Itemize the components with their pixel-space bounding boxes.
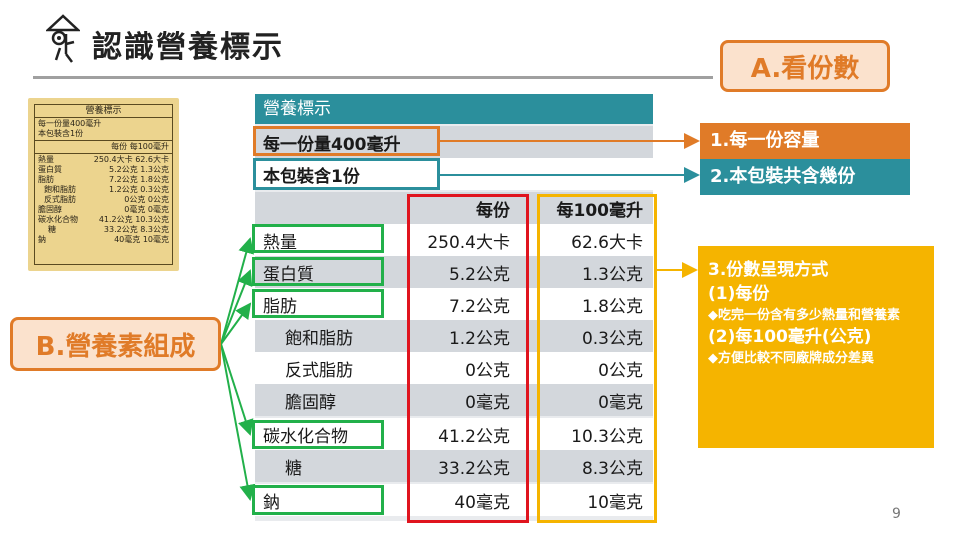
servings-outline xyxy=(253,158,440,190)
page-number: 9 xyxy=(892,506,901,522)
callout3-note2: ◆方便比較不同廠牌成分差異 xyxy=(708,351,874,366)
callout3-title: 3.份數呈現方式 xyxy=(708,260,829,280)
table-row: 鈉 40毫克 10毫克 xyxy=(255,484,653,516)
callout3-note1: ◆吃完一份含有多少熱量和營養素 xyxy=(708,308,900,323)
table-row: 糖 33.2公克 8.3公克 xyxy=(255,450,653,482)
table-row: 脂肪 7.2公克 1.8公克 xyxy=(255,288,653,320)
col-per-serving: 每份 xyxy=(476,201,510,221)
serving-size-outline xyxy=(253,126,440,156)
section-a-label: A.看份數 xyxy=(720,40,890,92)
table-row: 碳水化合物 41.2公克 10.3公克 xyxy=(255,418,653,450)
photo-row: 反式脂肪 0公克 0公克 xyxy=(44,195,169,204)
callout-display-method: 3.份數呈現方式 (1)每份 ◆吃完一份含有多少熱量和營養素 (2)每100毫升… xyxy=(698,246,934,448)
photo-row: 飽和脂肪 1.2公克 0.3公克 xyxy=(44,185,169,194)
photo-row: 膽固醇 0毫克 0毫克 xyxy=(38,205,169,214)
column-header-row: 每份 每100毫升 xyxy=(255,192,653,224)
mascot-logo-icon xyxy=(46,14,80,63)
photo-row: 蛋白質 5.2公克 1.3公克 xyxy=(38,165,169,174)
per-serving-outline xyxy=(407,194,529,523)
photo-row: 熱量 250.4大卡 62.6大卡 xyxy=(38,155,169,164)
photo-row: 脂肪 7.2公克 1.8公克 xyxy=(38,175,169,184)
nutrient-outline xyxy=(252,420,384,449)
servings-per-pack: 本包裝含1份 xyxy=(263,167,360,187)
photo-col-header: 每100毫升 xyxy=(129,142,169,151)
photo-col-header: 每份 xyxy=(111,142,128,151)
table-row: 飽和脂肪 1.2公克 0.3公克 xyxy=(255,320,653,352)
nutrient-outline xyxy=(252,257,384,286)
table-row: 膽固醇 0毫克 0毫克 xyxy=(255,384,653,416)
serving-size: 每一份量400毫升 xyxy=(263,135,401,155)
page-title: 認識營養標示 xyxy=(92,30,284,65)
title-divider xyxy=(33,76,713,79)
callout3-sub1: (1)每份 xyxy=(708,284,770,304)
photo-line: 每一份量400毫升 xyxy=(38,119,102,128)
product-label-photo: 營養標示 每一份量400毫升 本包裝含1份 每份 每100毫升 熱量 250.4大… xyxy=(28,98,179,271)
section-b-label: B.營養素組成 xyxy=(10,317,221,371)
table-row: 蛋白質 5.2公克 1.3公克 xyxy=(255,256,653,288)
nutrient-outline xyxy=(252,289,384,318)
photo-row: 鈉 40毫克 10毫克 xyxy=(38,235,169,244)
callout-servings-count: 2.本包裝共含幾份 xyxy=(700,159,910,195)
callout3-sub2: (2)每100毫升(公克) xyxy=(708,327,872,347)
per-100-outline xyxy=(537,194,657,523)
photo-title: 營養標示 xyxy=(35,105,172,118)
photo-line: 本包裝含1份 xyxy=(38,129,84,138)
photo-row: 糖 33.2公克 8.3公克 xyxy=(48,225,169,234)
table-title: 營養標示 xyxy=(255,94,653,124)
col-per-100: 每100毫升 xyxy=(556,201,644,221)
table-row: 反式脂肪 0公克 0公克 xyxy=(255,352,653,384)
photo-row: 碳水化合物 41.2公克 10.3公克 xyxy=(38,215,169,224)
callout-serving-size: 1.每一份容量 xyxy=(700,123,910,159)
